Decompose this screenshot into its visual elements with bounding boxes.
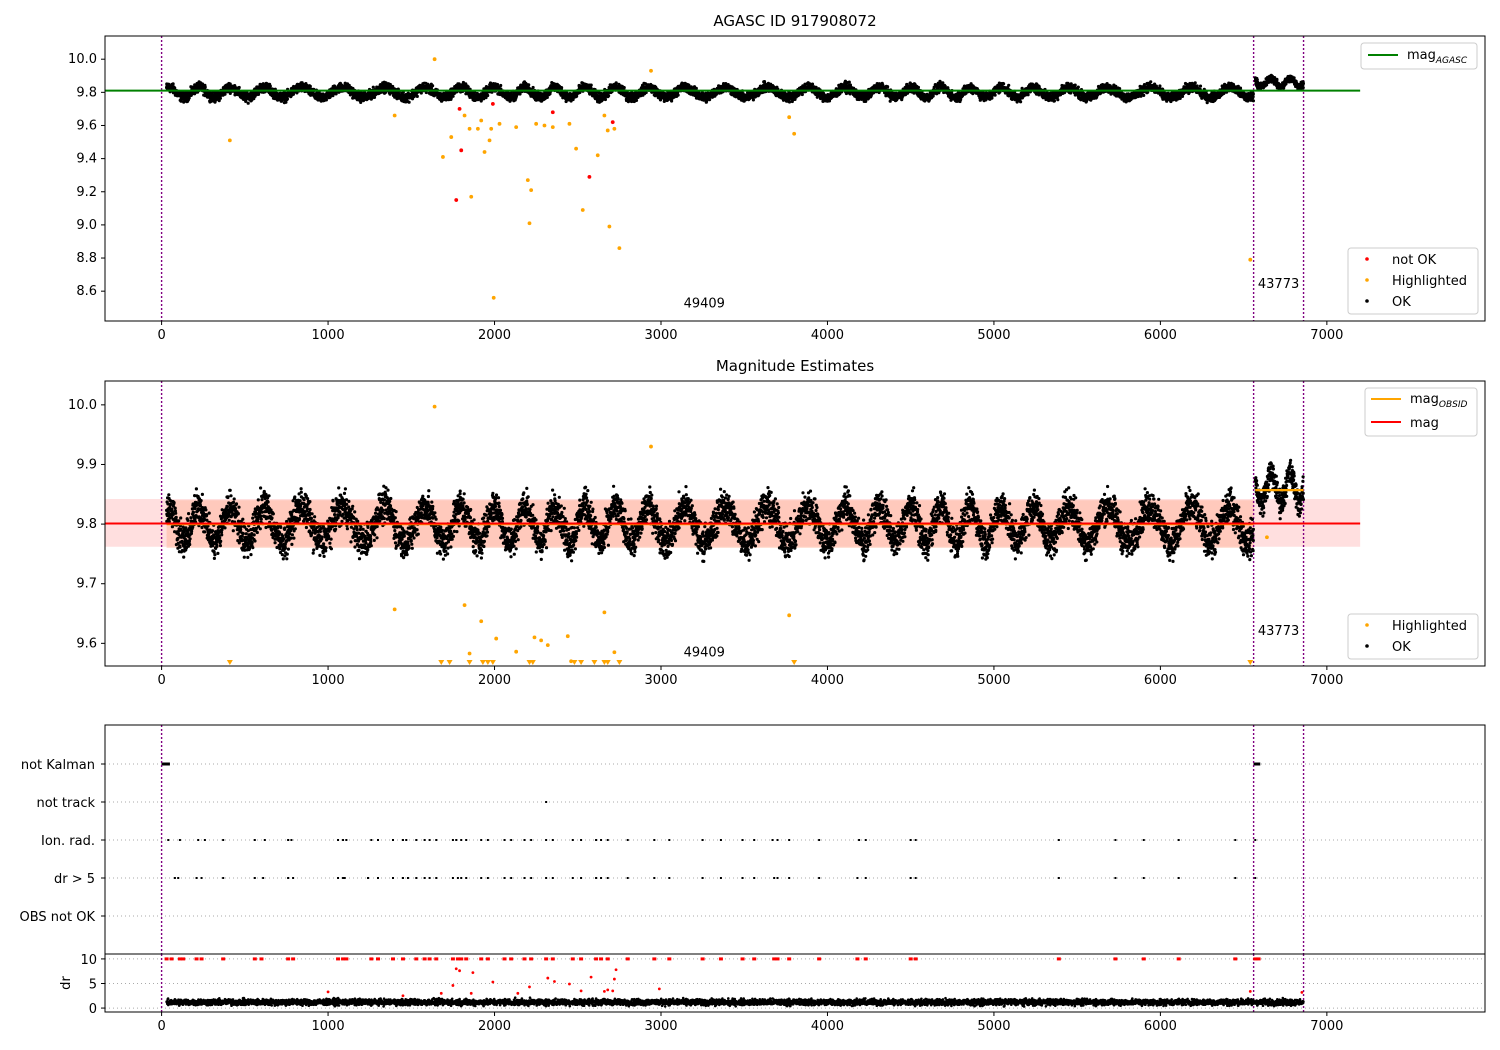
ok-point (614, 81, 618, 85)
ok-point (407, 100, 411, 104)
ok-point (187, 96, 191, 100)
y-tick-label: 10.0 (68, 52, 97, 67)
ok-point (603, 97, 608, 102)
ok-point (431, 84, 435, 88)
ok-point (622, 86, 626, 90)
ok-point (237, 85, 241, 90)
ok-point (886, 85, 890, 89)
y-tick-label: 9.0 (76, 218, 97, 233)
ok-point (694, 86, 698, 90)
y-tick-label: 8.6 (76, 284, 97, 299)
ok-point (268, 84, 272, 88)
ok-point (864, 99, 868, 103)
x-tick-label: 0 (157, 328, 165, 343)
y-tick-label: 9.6 (76, 118, 97, 133)
ok-point (415, 94, 419, 98)
x-tick-label: 1000 (312, 328, 345, 343)
ok-point (171, 82, 175, 86)
ok-point (182, 100, 186, 104)
ok-point (560, 86, 564, 90)
ok-point (607, 94, 611, 98)
x-tick-label: 2000 (478, 328, 511, 343)
y-tick-label: 8.8 (76, 251, 97, 266)
ok-point (916, 85, 921, 89)
y-tick-label: 9.2 (76, 185, 97, 200)
ok-point (527, 83, 531, 87)
agasc-magnitude-panel: AGASC ID 917908072 0 1000 2000 3000 4000 5000… (68, 12, 1486, 343)
ok-point (810, 82, 815, 86)
ok-point (203, 85, 207, 89)
x-tick-label: 3000 (644, 328, 677, 343)
ok-point (589, 83, 593, 87)
ok-point (451, 94, 455, 98)
ok-point (499, 83, 503, 88)
ok-point (218, 96, 222, 100)
y-tick-label: 9.8 (76, 85, 97, 100)
ok-point (708, 98, 712, 102)
ok-point (308, 84, 312, 88)
x-tick-label: 4000 (811, 328, 844, 343)
y-tick-label: 9.4 (76, 152, 97, 167)
panel1-title: AGASC ID 917908072 (713, 12, 876, 30)
ok-point (787, 100, 792, 104)
ok-point (285, 97, 289, 101)
ok-points (165, 79, 1255, 105)
ok-point (246, 101, 250, 105)
ok-point (634, 98, 639, 102)
ok-point (676, 93, 680, 97)
ok-point (751, 98, 756, 102)
ok-point (800, 92, 804, 97)
x-tick-label: 5000 (977, 328, 1010, 343)
ok-point (486, 93, 490, 98)
x-tick-label: 7000 (1310, 328, 1343, 343)
ok-point (531, 85, 535, 90)
x-tick-label: 6000 (1144, 328, 1177, 343)
ok-point (847, 80, 851, 84)
